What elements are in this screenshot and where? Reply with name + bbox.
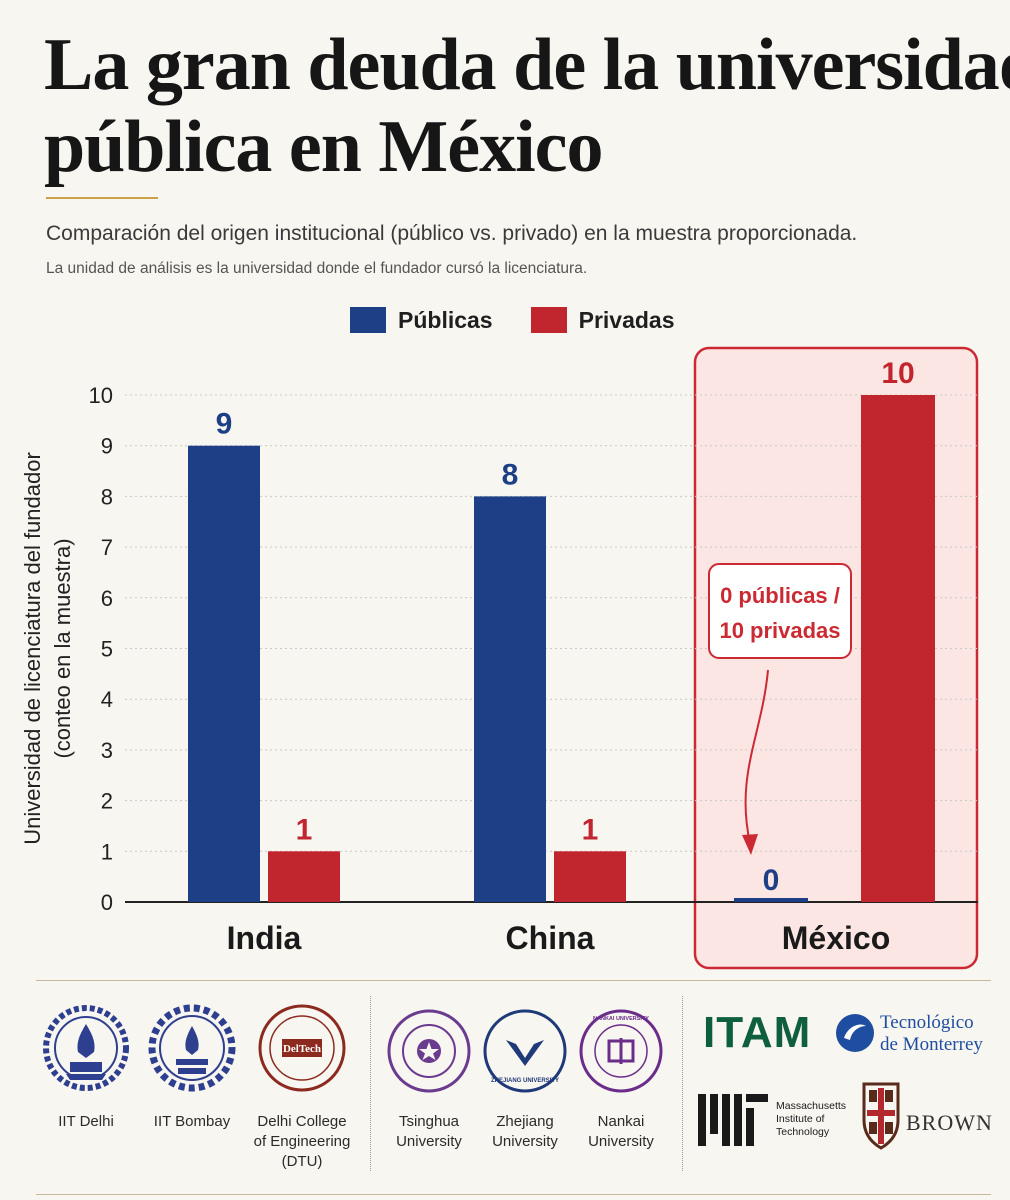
x-tick-label: India [227,920,302,956]
y-tick-label: 0 [101,890,113,915]
nankai-logo: NANKAI UNIVERSITY [579,1009,663,1093]
y-tick-label: 10 [89,383,113,408]
chart-title-line-1: La gran deuda de la universidad [44,24,1010,106]
nankai-label-line-2: University [588,1133,654,1150]
mit-logo [698,1094,768,1146]
dtu-label: Delhi College of Engineering (DTU) [240,1112,364,1172]
y-axis-label-line-1: Universidad de licenciatura del fundador [20,452,45,845]
data-label-private: 1 [296,813,313,846]
dtu-label-line-2: of Engineering [253,1133,351,1150]
mit-line-3: Technology [776,1126,830,1138]
zhejiang-logo-text: ZHEJIANG UNIVERSITY [491,1078,559,1084]
dtu-label-line-3: (DTU) [281,1153,323,1170]
y-tick-label: 6 [101,586,113,611]
mit-line-1: Massachusetts [776,1100,847,1112]
annotation-line-1: 0 públicas / [720,583,840,608]
y-tick-label: 4 [101,687,113,712]
data-label-private: 10 [881,357,914,390]
chart-title-line-2: pública en México [44,106,604,188]
iit-bombay-label: IIT Bombay [136,1112,248,1132]
y-tick-label: 5 [101,637,113,662]
data-label-public: 9 [216,408,233,441]
iit-delhi-logo [43,1005,129,1091]
footer-separator-2 [682,996,683,1171]
brown-wordmark: BROWN [906,1110,993,1135]
legend-item-private: Privadas [530,306,675,334]
footer-top-rule [36,980,991,981]
nankai-label: Nankai University [562,1112,680,1152]
iit-delhi-label: IIT Delhi [30,1112,142,1132]
footer-bottom-rule [36,1194,991,1195]
iit-delhi-label-line: IIT Delhi [58,1113,114,1130]
dtu-logo-text: DelTech [283,1043,321,1055]
bar-private-méxico [861,395,935,902]
tec-line-2: de Monterrey [880,1034,983,1055]
zhejiang-label: Zhejiang University [466,1112,584,1152]
iit-bombay-logo [148,1004,236,1092]
x-tick-label: China [506,920,595,956]
data-label-public: 8 [502,458,519,491]
brown-shield-logo [862,1082,900,1150]
y-tick-label: 7 [101,535,113,560]
legend-swatch-private [530,307,567,333]
legend-label-public: Públicas [398,306,493,333]
legend-item-public: Públicas [350,307,493,334]
y-tick-label: 8 [101,484,113,509]
tec-monterrey-logo [836,1014,874,1052]
bar-private-china [554,851,626,902]
y-tick-label: 2 [101,789,113,814]
dtu-label-line-1: Delhi College [257,1113,347,1130]
zhejiang-label-line-2: University [492,1133,558,1150]
annotation-arrow [744,669,769,844]
tsinghua-label-line-1: Tsinghua [398,1113,460,1130]
itam-logo: ITAM [703,1008,812,1057]
dtu-logo: DelTech [258,1004,346,1092]
legend-label-private: Privadas [578,306,675,333]
title-accent-rule [46,197,158,199]
chart-note: La unidad de análisis es la universidad … [46,260,588,277]
mit-line-2: Institute of [776,1113,825,1125]
bar-public-india [188,445,260,902]
nankai-logo-text: NANKAI UNIVERSITY [593,1016,649,1022]
tsinghua-logo [387,1009,471,1093]
annotation-line-2: 10 privadas [719,618,840,643]
iit-bombay-label-line: IIT Bombay [153,1113,231,1130]
nankai-label-line-1: Nankai [597,1113,645,1130]
y-tick-label: 3 [101,738,113,763]
y-axis-label: Universidad de licenciatura del fundador… [20,452,75,845]
footer-separator-1 [370,996,371,1171]
zhejiang-label-line-1: Zhejiang [496,1113,554,1130]
bar-public-méxico [734,898,808,902]
annotation-box [708,563,852,659]
chart-title: La gran deuda de la universidad pública … [44,24,1010,188]
zhejiang-logo: ZHEJIANG UNIVERSITY [483,1009,567,1093]
bar-public-china [474,496,546,902]
data-label-public: 0 [763,864,780,897]
x-tick-label: México [782,920,890,956]
mit-wordmark: Massachusetts Institute of Technology [776,1100,846,1139]
tsinghua-label: Tsinghua University [370,1112,488,1152]
tsinghua-label-line-2: University [396,1133,462,1150]
y-tick-label: 1 [101,839,113,864]
bar-private-india [268,851,340,902]
tec-monterrey-wordmark: Tecnológico de Monterrey [880,1012,983,1056]
chart-legend: Públicas Privadas [350,305,675,335]
data-label-private: 1 [582,813,599,846]
y-tick-label: 9 [101,434,113,459]
tec-line-1: Tecnológico [880,1012,974,1033]
y-axis-label-line-2: (conteo en la muestra) [50,538,75,758]
annotation-arrowhead [742,834,758,855]
chart-subtitle: Comparación del origen institucional (pú… [46,222,858,245]
legend-swatch-public [350,307,386,333]
